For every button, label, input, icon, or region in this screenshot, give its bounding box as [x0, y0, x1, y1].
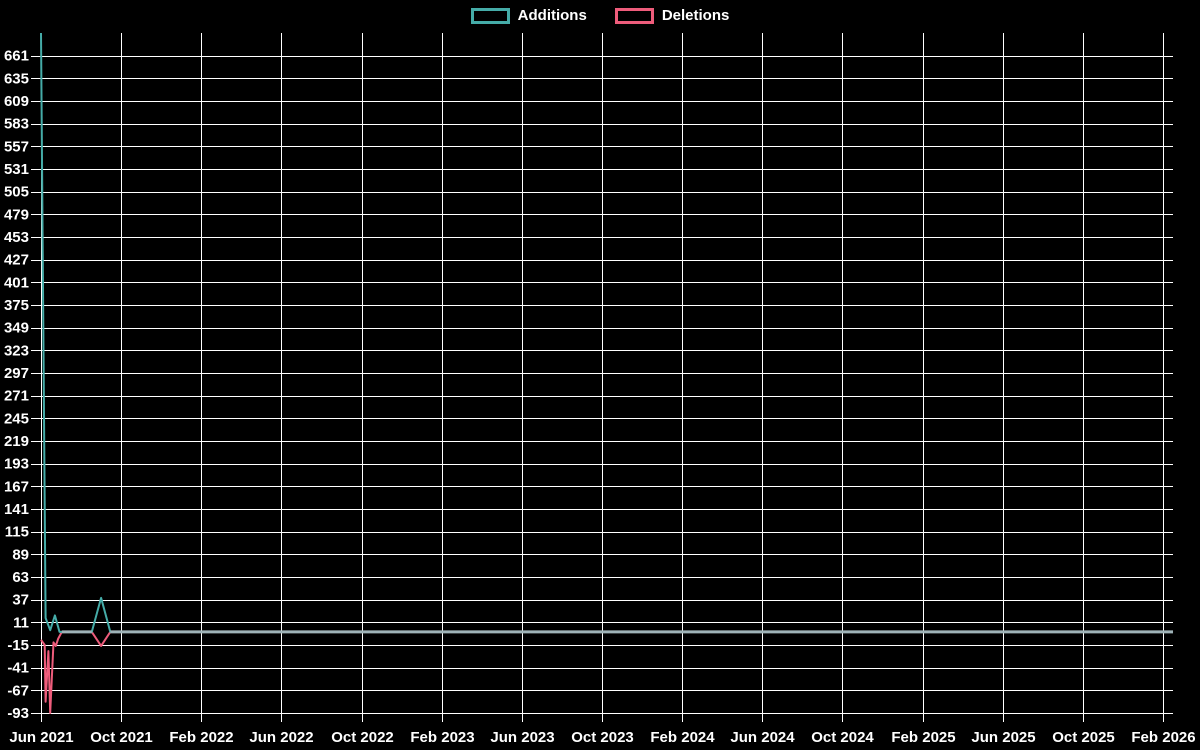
- y-axis-tick-label: 245: [4, 410, 29, 427]
- y-axis-tick-label: 193: [4, 456, 29, 473]
- y-axis-tick-label: -41: [7, 660, 29, 677]
- legend-item-additions[interactable]: Additions: [470, 6, 587, 26]
- x-axis-tick-label: Oct 2021: [90, 729, 153, 746]
- y-axis-tick-label: 401: [4, 274, 29, 291]
- deletions-swatch-icon: [614, 8, 654, 24]
- chart-legend: Additions Deletions: [0, 6, 1200, 26]
- x-axis-tick-label: Jun 2023: [490, 729, 554, 746]
- x-axis-tick-label: Oct 2022: [331, 729, 394, 746]
- x-axis-tick-label: Oct 2024: [811, 729, 874, 746]
- x-axis-tick-label: Jun 2024: [730, 729, 795, 746]
- x-axis-tick-label: Jun 2025: [971, 729, 1035, 746]
- x-axis-tick-label: Jun 2022: [249, 729, 313, 746]
- x-axis-tick-label: Feb 2022: [169, 729, 233, 746]
- x-axis-tick-label: Feb 2023: [410, 729, 474, 746]
- legend-label-deletions: Deletions: [661, 7, 730, 24]
- y-axis-tick-label: 661: [4, 48, 29, 65]
- y-axis-tick-label: -67: [7, 682, 29, 699]
- y-axis-tick-label: 11: [13, 614, 29, 631]
- y-axis-tick-label: 271: [4, 388, 29, 405]
- x-axis-tick-label: Feb 2026: [1131, 729, 1195, 746]
- y-axis-tick-label: 609: [4, 93, 29, 110]
- x-axis-tick-label: Jun 2021: [9, 729, 73, 746]
- y-axis-tick-label: 167: [4, 478, 29, 495]
- y-axis-tick-label: 557: [4, 138, 29, 155]
- x-axis-tick-label: Oct 2025: [1052, 729, 1115, 746]
- y-axis-tick-label: 583: [4, 116, 29, 133]
- y-axis-tick-label: 115: [5, 524, 29, 541]
- y-axis-tick-label: 375: [4, 297, 29, 314]
- y-axis-tick-label: 297: [4, 365, 29, 382]
- y-axis-tick-label: 63: [12, 569, 29, 586]
- legend-label-additions: Additions: [517, 7, 587, 24]
- x-axis-tick-label: Oct 2023: [571, 729, 634, 746]
- y-axis-tick-label: 349: [4, 320, 29, 337]
- legend-item-deletions[interactable]: Deletions: [614, 6, 730, 26]
- y-axis-tick-label: 427: [4, 252, 29, 269]
- y-axis-tick-label: 219: [4, 433, 29, 450]
- series-line-deletions: [40, 630, 1173, 714]
- y-axis-tick-label: 89: [12, 546, 29, 563]
- y-axis-tick-label: 505: [4, 184, 29, 201]
- y-axis-tick-label: -15: [7, 637, 29, 654]
- additions-swatch-icon: [470, 8, 510, 24]
- series-line-additions: [40, 32, 1173, 633]
- y-axis-tick-label: 635: [4, 70, 29, 87]
- x-axis-tick-label: Feb 2024: [650, 729, 715, 746]
- y-axis-tick-label: -93: [7, 705, 29, 722]
- y-axis-tick-label: 323: [4, 342, 29, 359]
- y-axis-tick-label: 453: [4, 229, 29, 246]
- x-axis-tick-label: Feb 2025: [891, 729, 955, 746]
- y-axis-tick-label: 531: [4, 161, 29, 178]
- y-axis-tick-label: 479: [4, 206, 29, 223]
- y-axis-tick-label: 141: [4, 501, 29, 518]
- y-axis-tick-label: 37: [12, 592, 29, 609]
